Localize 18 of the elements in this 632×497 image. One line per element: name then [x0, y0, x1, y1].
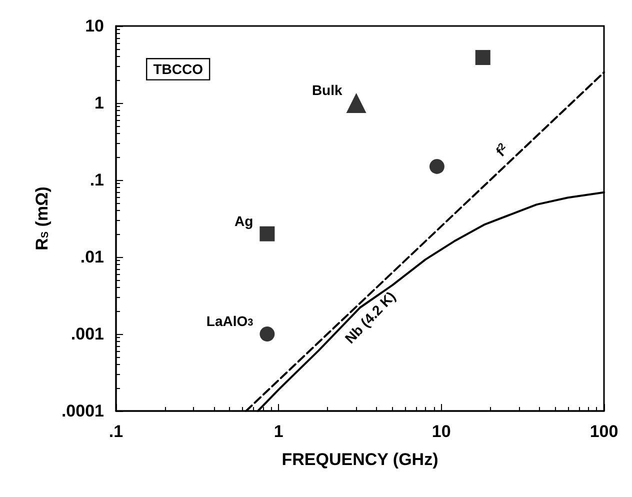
y-tick-label: 1 [94, 94, 104, 112]
annotation: f2 [492, 140, 508, 160]
annotation: Ag [234, 212, 254, 229]
y-axis-title: RS (mΩ) [32, 186, 52, 250]
y-tick-label: .01 [80, 248, 104, 266]
annotation: Nb (4.2 K) [342, 288, 398, 346]
y-tick-label: .001 [70, 324, 104, 344]
x-tick-label: .1 [108, 422, 124, 441]
x-tick-label: 10 [432, 422, 451, 441]
annotation: TBCCO [153, 61, 204, 78]
annotation: Bulk [312, 82, 342, 98]
y-tick-label: .1 [90, 170, 104, 190]
x-axis-title: FREQUENCY (GHz) [282, 450, 438, 469]
x-tick-label: 1 [274, 422, 284, 441]
y-tick-label: .0001 [61, 402, 104, 420]
x-tick-label: 100 [590, 422, 618, 441]
y-tick-label: 10 [85, 16, 104, 36]
annotation: LaAlO3 [206, 313, 254, 329]
